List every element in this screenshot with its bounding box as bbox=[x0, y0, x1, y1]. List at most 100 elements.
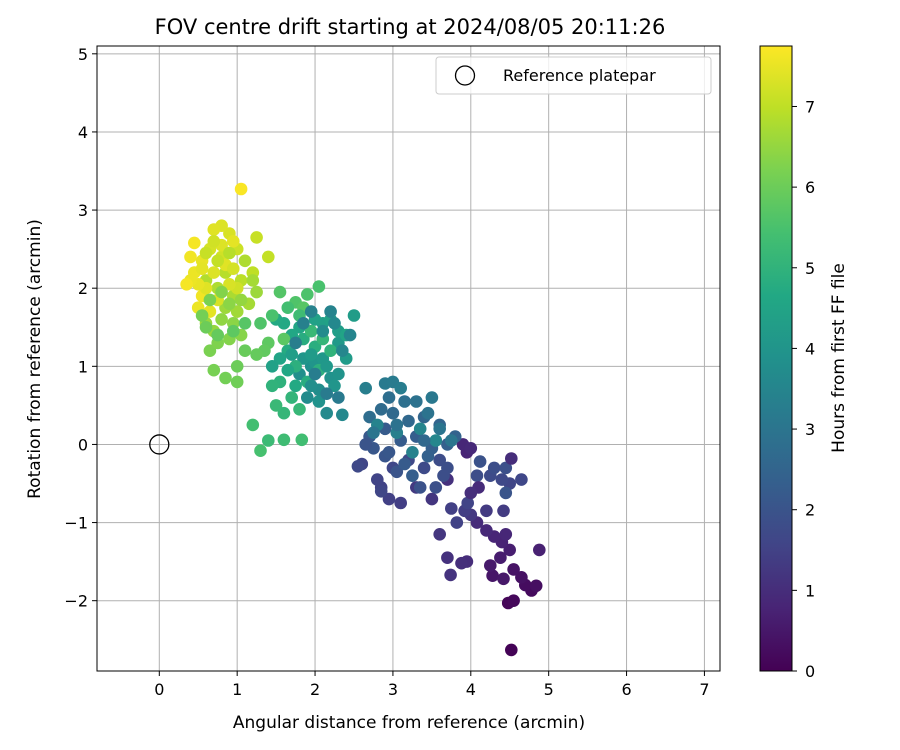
data-point bbox=[289, 379, 302, 393]
data-point bbox=[417, 461, 431, 475]
data-point bbox=[207, 235, 221, 248]
colorbar-gradient bbox=[759, 45, 793, 672]
chart-title: FOV centre drift starting at 2024/08/05 … bbox=[155, 15, 666, 39]
data-point bbox=[320, 387, 334, 401]
y-tick-label: 3 bbox=[78, 201, 88, 220]
y-tick-label: −2 bbox=[64, 592, 88, 611]
data-point bbox=[499, 528, 513, 541]
data-point bbox=[359, 438, 373, 451]
data-point bbox=[363, 410, 376, 424]
legend-label-reference: Reference platepar bbox=[503, 66, 656, 85]
data-point bbox=[464, 442, 478, 455]
data-point bbox=[184, 250, 197, 264]
data-point bbox=[230, 305, 244, 318]
x-axis-label: Angular distance from reference (arcmin) bbox=[233, 713, 585, 733]
legend-box bbox=[435, 56, 712, 95]
data-point bbox=[437, 469, 450, 483]
data-point bbox=[413, 481, 427, 494]
data-point bbox=[374, 403, 388, 416]
data-point bbox=[215, 285, 228, 299]
data-point bbox=[262, 250, 275, 264]
data-point bbox=[433, 422, 447, 436]
data-point bbox=[332, 391, 345, 404]
data-point bbox=[215, 313, 228, 326]
data-point bbox=[390, 465, 404, 479]
colorbar-ticks: 0 1 2 3 4 5 6 7 bbox=[792, 97, 815, 681]
reference-marker bbox=[149, 434, 170, 455]
data-point bbox=[515, 473, 528, 486]
data-point bbox=[495, 473, 509, 486]
y-tick-label: 2 bbox=[78, 279, 88, 298]
data-point bbox=[417, 434, 431, 447]
data-point bbox=[277, 433, 291, 447]
data-point bbox=[207, 363, 221, 377]
data-point bbox=[234, 182, 248, 196]
data-point bbox=[371, 473, 384, 486]
data-point bbox=[402, 414, 415, 428]
data-point bbox=[421, 449, 435, 463]
colorbar-tick-label: 3 bbox=[805, 420, 815, 439]
data-point bbox=[308, 367, 322, 381]
data-point bbox=[444, 568, 457, 582]
data-point bbox=[304, 324, 318, 338]
data-point bbox=[289, 336, 302, 350]
colorbar-tick-label: 6 bbox=[805, 178, 815, 197]
x-tick-label: 1 bbox=[232, 680, 242, 699]
data-point bbox=[320, 406, 334, 420]
data-point bbox=[180, 278, 193, 291]
data-point bbox=[246, 274, 260, 287]
data-point bbox=[425, 492, 439, 506]
data-point bbox=[265, 360, 279, 373]
data-point bbox=[234, 293, 248, 307]
data-point bbox=[505, 643, 518, 657]
data-point bbox=[250, 348, 263, 361]
data-point bbox=[507, 594, 520, 607]
x-tick-label: 0 bbox=[154, 680, 164, 699]
data-point bbox=[199, 321, 213, 334]
data-point bbox=[429, 434, 443, 447]
data-points bbox=[180, 182, 546, 657]
data-point bbox=[425, 391, 439, 404]
colorbar-tick-label: 4 bbox=[805, 339, 815, 358]
data-point bbox=[433, 528, 447, 541]
data-point bbox=[480, 524, 493, 537]
data-point bbox=[486, 569, 499, 582]
data-point bbox=[394, 381, 408, 395]
data-point bbox=[494, 551, 507, 564]
data-point bbox=[223, 278, 236, 291]
data-point bbox=[445, 502, 458, 515]
y-tick-label: 1 bbox=[78, 357, 88, 376]
data-point bbox=[223, 297, 236, 311]
data-point bbox=[301, 288, 314, 301]
data-point bbox=[328, 379, 341, 393]
data-point bbox=[421, 406, 435, 420]
data-point bbox=[211, 328, 224, 342]
data-point bbox=[382, 492, 396, 506]
data-point bbox=[199, 246, 213, 260]
data-point bbox=[515, 571, 528, 584]
data-point bbox=[207, 266, 221, 279]
data-point bbox=[203, 293, 217, 307]
data-point bbox=[230, 375, 244, 389]
data-point bbox=[533, 543, 546, 557]
data-point bbox=[227, 262, 240, 276]
data-point bbox=[324, 305, 337, 318]
data-point bbox=[497, 504, 510, 518]
data-point bbox=[227, 324, 240, 338]
y-tick-label: −1 bbox=[64, 514, 88, 533]
data-point bbox=[328, 317, 341, 330]
data-point bbox=[503, 543, 516, 557]
y-tick-label: 5 bbox=[78, 45, 88, 64]
data-point bbox=[312, 395, 326, 408]
data-point bbox=[445, 434, 458, 447]
data-point bbox=[406, 446, 419, 459]
data-point bbox=[410, 395, 423, 408]
data-point bbox=[394, 496, 408, 510]
data-point bbox=[351, 460, 365, 473]
data-point bbox=[254, 444, 267, 458]
data-point bbox=[277, 406, 291, 420]
data-point bbox=[487, 461, 501, 475]
data-point bbox=[433, 453, 447, 467]
data-point bbox=[332, 367, 345, 381]
